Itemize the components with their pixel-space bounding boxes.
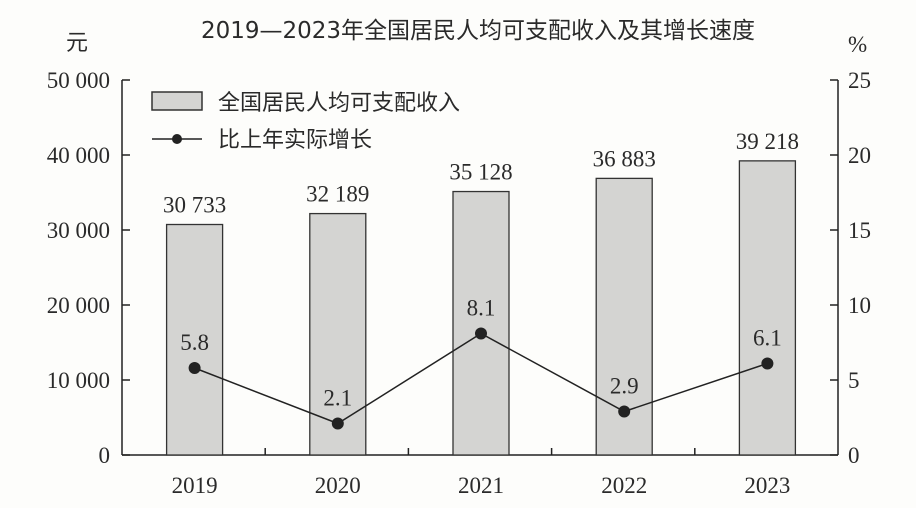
left-tick-label: 40 000 (47, 143, 110, 168)
left-tick-label: 10 000 (47, 368, 110, 393)
legend: 全国居民人均可支配收入 比上年实际增长 (151, 91, 460, 153)
left-tick-label: 0 (99, 443, 111, 468)
growth-value-label: 2.1 (323, 386, 352, 411)
bar (738, 160, 797, 456)
bar-value-label: 35 128 (449, 160, 512, 185)
legend-line-label: 比上年实际增长 (218, 128, 372, 153)
bar (165, 223, 224, 456)
growth-value-label: 8.1 (467, 296, 496, 321)
x-tick-label: 2021 (458, 473, 504, 498)
left-tick-label: 20 000 (47, 293, 110, 318)
legend-line-marker (172, 134, 182, 144)
bar-value-label: 32 189 (306, 182, 369, 207)
bar (309, 212, 367, 456)
left-axis-unit: 元 (66, 31, 88, 56)
growth-point (618, 405, 631, 418)
growth-point (475, 327, 487, 340)
legend-bar-label: 全国居民人均可支配收入 (218, 91, 460, 116)
growth-point (331, 417, 344, 430)
chart-title: 2019—2023年全国居民人均可支配收入及其增长速度 (201, 18, 755, 44)
legend-bar-swatch (151, 91, 203, 111)
bar-value-label: 30 733 (163, 193, 226, 218)
growth-value-label: 6.1 (753, 326, 782, 351)
growth-value-label: 5.8 (180, 330, 209, 355)
right-tick-label: 5 (848, 368, 860, 393)
right-tick-label: 0 (848, 443, 860, 468)
growth-point (188, 362, 201, 374)
right-axis-unit: % (848, 32, 867, 57)
bar-value-label: 39 218 (736, 129, 799, 154)
right-tick-label: 25 (848, 68, 871, 93)
x-tick-label: 2020 (315, 473, 361, 498)
x-tick-label: 2019 (172, 473, 218, 498)
right-tick-label: 20 (848, 143, 871, 168)
growth-value-label: 2.9 (610, 374, 639, 399)
right-tick-label: 15 (848, 218, 871, 243)
x-tick-label: 2023 (744, 473, 790, 498)
left-tick-label: 50 000 (47, 68, 110, 93)
growth-point (761, 357, 774, 370)
bar-value-label: 36 883 (593, 146, 656, 171)
left-tick-label: 30 000 (47, 218, 110, 243)
bar (452, 190, 510, 456)
right-tick-label: 10 (848, 293, 871, 318)
x-tick-label: 2022 (601, 473, 647, 498)
